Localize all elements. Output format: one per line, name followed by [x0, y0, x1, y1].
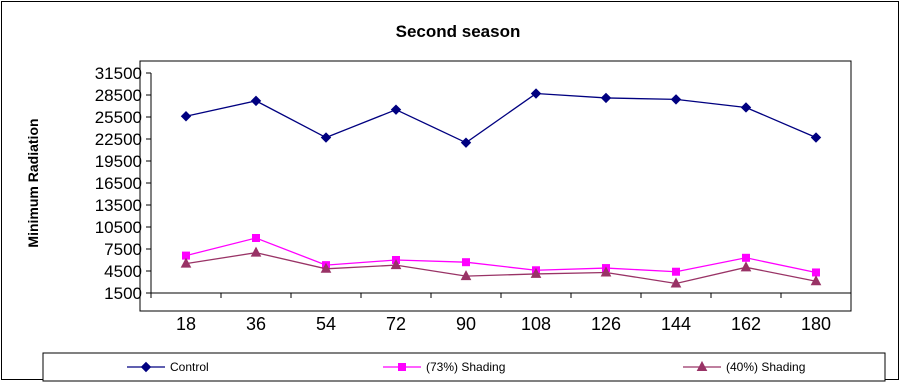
data-point-control — [600, 92, 612, 104]
data-point-73-shading — [742, 253, 750, 262]
x-tick-label: 18 — [176, 314, 196, 334]
x-tick-label: 126 — [591, 314, 621, 334]
data-point-40-shading — [320, 262, 332, 273]
legend-label: (40%) Shading — [726, 360, 805, 374]
y-tick-label: 7500 — [104, 240, 142, 259]
series-73-shading — [182, 234, 820, 277]
series-line-73-shading — [185, 237, 817, 274]
chart-title: Second season — [396, 22, 521, 41]
legend-item-40-shading: (40%) Shading — [683, 360, 805, 374]
data-point-73-shading — [672, 267, 680, 276]
legend-label: (73%) Shading — [426, 360, 505, 374]
data-point-73-shading — [462, 258, 470, 267]
legend: Control (73%) Shading (40%) Shading — [127, 360, 805, 374]
y-tick-label: 19500 — [95, 152, 142, 171]
plot-area-border — [139, 60, 852, 312]
data-point-control — [180, 111, 192, 122]
legend-item-73-shading: (73%) Shading — [383, 360, 505, 374]
data-point-40-shading — [600, 266, 612, 277]
legend-label: Control — [170, 360, 209, 374]
x-tick-label: 144 — [661, 314, 691, 334]
series-40-shading — [180, 246, 822, 288]
y-tick-label: 31500 — [95, 64, 142, 83]
data-point-40-shading — [810, 275, 822, 286]
y-tick-label: 28500 — [95, 86, 142, 105]
y-tick-label: 4500 — [104, 262, 142, 281]
y-tick-label: 10500 — [95, 218, 142, 237]
series-line-control — [185, 92, 817, 144]
data-point-control — [810, 132, 822, 143]
data-point-control — [670, 94, 682, 105]
data-point-control — [460, 137, 472, 148]
data-point-40-shading — [670, 277, 682, 288]
x-tick-label: 108 — [521, 314, 551, 334]
y-tick-label: 1500 — [104, 284, 142, 303]
y-tick-label: 22500 — [95, 130, 142, 149]
legend-box — [42, 352, 886, 382]
data-point-40-shading — [180, 257, 192, 268]
data-point-40-shading — [250, 246, 262, 257]
data-point-control — [740, 102, 752, 113]
axes: 1500 4500 7500 10500 13500 16500 19500 22500 255… — [95, 64, 852, 334]
y-axis-label: Minimum Radiation — [25, 118, 41, 247]
data-point-40-shading — [390, 259, 402, 270]
x-tick-label: 90 — [456, 314, 476, 334]
x-tick-label: 162 — [731, 314, 761, 334]
data-point-40-shading — [530, 267, 542, 278]
data-point-control — [320, 132, 332, 143]
legend-item-control: Control — [127, 360, 209, 374]
legend-marker — [140, 361, 152, 373]
data-point-control — [530, 88, 542, 99]
y-tick-label: 13500 — [95, 196, 142, 215]
x-tick-label: 180 — [801, 314, 831, 334]
series-control — [180, 88, 822, 148]
data-point-73-shading — [252, 234, 260, 242]
x-tick-label: 72 — [386, 314, 406, 334]
x-tick-label: 54 — [316, 314, 336, 334]
legend-marker — [696, 360, 708, 371]
data-point-control — [390, 104, 402, 115]
series-line-40-shading — [185, 252, 817, 285]
data-point-control — [250, 95, 262, 107]
series-group — [180, 88, 822, 288]
data-point-40-shading — [740, 261, 752, 272]
legend-marker — [398, 363, 406, 371]
y-tick-label: 16500 — [95, 174, 142, 193]
y-tick-label: 25500 — [95, 108, 142, 127]
data-point-40-shading — [460, 270, 472, 281]
data-point-73-shading — [812, 268, 820, 277]
x-tick-label: 36 — [246, 314, 266, 334]
